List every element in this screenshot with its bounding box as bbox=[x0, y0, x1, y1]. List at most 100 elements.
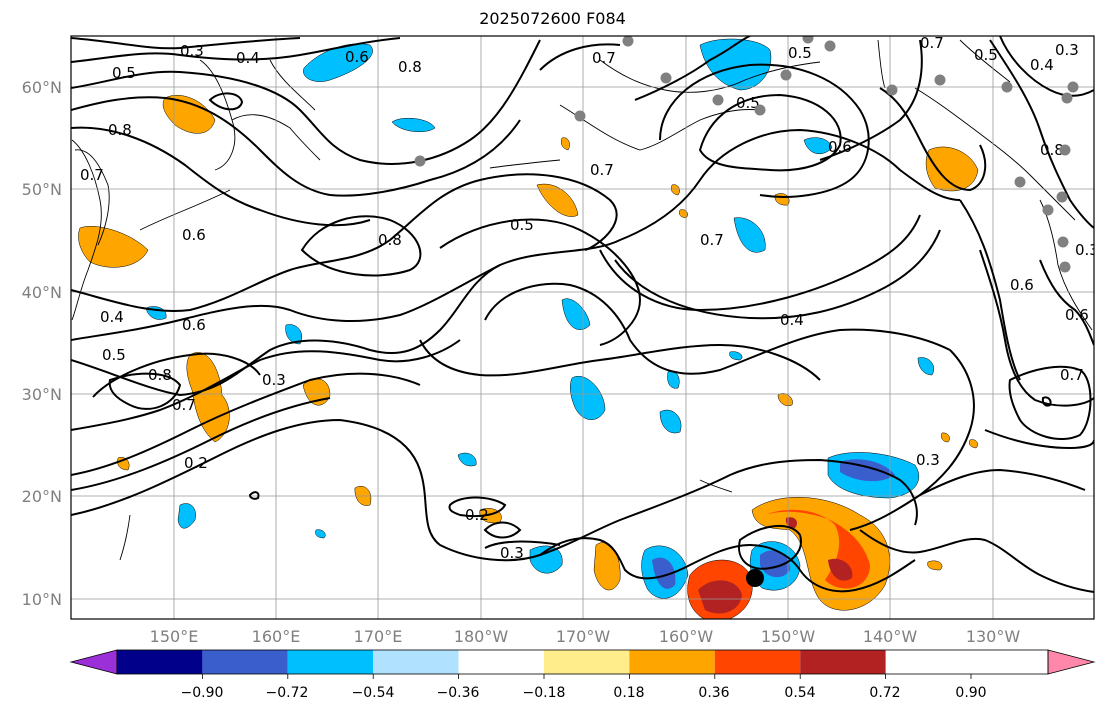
station-marker bbox=[886, 84, 898, 96]
contour-label: 0.4 bbox=[236, 49, 260, 67]
station-marker bbox=[1042, 204, 1054, 216]
contour-label: 0.2 bbox=[184, 454, 208, 472]
contour-label: 0.8 bbox=[1040, 141, 1064, 159]
lon-tick-label: 140°W bbox=[863, 627, 918, 646]
colorbar-extend-low bbox=[69, 649, 118, 675]
lon-tick-label: 130°W bbox=[966, 627, 1021, 646]
contour-lines bbox=[71, 36, 1094, 593]
lat-tick-label: 30°N bbox=[22, 385, 62, 404]
station-marker bbox=[1001, 81, 1013, 93]
colorbar-segment bbox=[202, 650, 288, 674]
lon-tick-label: 150°W bbox=[761, 627, 816, 646]
station-marker bbox=[780, 69, 792, 81]
contour-label: 0.8 bbox=[378, 231, 402, 249]
lon-axis: 150°E 160°E 170°E 180°W 170°W 160°W 150°… bbox=[150, 627, 1021, 646]
station-marker bbox=[660, 72, 672, 84]
station-marker bbox=[574, 110, 586, 122]
colorbar-tick-label: −0.18 bbox=[523, 685, 566, 701]
station-marker bbox=[1057, 236, 1069, 248]
colorbar-tick-label: −0.36 bbox=[437, 685, 480, 701]
lon-tick-label: 150°E bbox=[150, 627, 199, 646]
contour-label: 0.3 bbox=[1055, 41, 1079, 59]
contour-label: 0.6 bbox=[345, 48, 369, 66]
contour-label: 0.5 bbox=[736, 94, 760, 112]
contour-label: 0.6 bbox=[182, 316, 206, 334]
contour-label: 0.4 bbox=[1030, 56, 1054, 74]
colorbar-tick-label: −0.90 bbox=[181, 685, 224, 701]
lat-tick-label: 20°N bbox=[22, 487, 62, 506]
contour-label: 0.7 bbox=[172, 396, 196, 414]
map-title: 2025072600 F084 bbox=[479, 9, 626, 28]
contour-label: 0.3 bbox=[262, 371, 286, 389]
contour-label: 0.7 bbox=[80, 166, 104, 184]
colorbar-segment bbox=[629, 650, 715, 674]
lon-tick-label: 160°E bbox=[252, 627, 301, 646]
contour-labels: 0.3 0.4 0.5 0.6 0.8 0.7 0.8 0.6 0.5 0.8 … bbox=[80, 34, 1099, 562]
colorbar-segment bbox=[117, 650, 203, 674]
lon-tick-label: 180°W bbox=[454, 627, 509, 646]
colorbar-segment bbox=[287, 650, 374, 674]
contour-label: 0.7 bbox=[1060, 366, 1084, 384]
contour-label: 0.3 bbox=[180, 42, 204, 60]
contour-label: 0.3 bbox=[500, 544, 524, 562]
contour-label: 0.2 bbox=[465, 506, 489, 524]
lon-tick-label: 170°W bbox=[556, 627, 611, 646]
station-marker bbox=[622, 36, 634, 47]
contour-label: 0.5 bbox=[788, 44, 812, 62]
lon-tick-label: 170°E bbox=[354, 627, 403, 646]
contour-label: 0.7 bbox=[592, 49, 616, 67]
lat-axis: 60°N 50°N 40°N 30°N 20°N 10°N bbox=[22, 78, 62, 609]
colorbar-tick-label: 0.54 bbox=[784, 685, 815, 701]
contour-label: 0.6 bbox=[828, 138, 852, 156]
contour-label: 0.5 bbox=[102, 346, 126, 364]
colorbar-tick-label: 0.36 bbox=[698, 685, 729, 701]
contour-label: 0.5 bbox=[974, 46, 998, 64]
contour-label: 0.6 bbox=[1065, 306, 1089, 324]
colorbar-ticks bbox=[201, 674, 972, 679]
contour-label: 0.7 bbox=[700, 231, 724, 249]
station-marker bbox=[934, 74, 946, 86]
coastlines bbox=[71, 39, 1093, 561]
colorbar-tick-label: 0.90 bbox=[955, 685, 986, 701]
contour-label: 0.5 bbox=[510, 216, 534, 234]
station-marker bbox=[414, 155, 426, 167]
station-markers bbox=[414, 36, 1079, 587]
station-marker bbox=[1014, 176, 1026, 188]
colorbar: −0.90 −0.72 −0.54 −0.36 −0.18 0.18 0.36 … bbox=[69, 649, 1096, 701]
colorbar-segment bbox=[544, 650, 630, 674]
colorbar-segment bbox=[458, 650, 544, 674]
contour-label: 0.3 bbox=[916, 451, 940, 469]
contour-label: 0.8 bbox=[108, 121, 132, 139]
storm-center-marker bbox=[746, 569, 764, 587]
station-marker bbox=[754, 104, 766, 116]
colorbar-tick-label: −0.54 bbox=[352, 685, 395, 701]
station-marker bbox=[1059, 144, 1071, 156]
colorbar-segment bbox=[714, 650, 801, 674]
station-marker bbox=[802, 36, 814, 44]
station-marker bbox=[1061, 92, 1073, 104]
colorbar-frame bbox=[116, 649, 1049, 675]
station-marker bbox=[1067, 81, 1079, 93]
colorbar-tick-label: −0.72 bbox=[266, 685, 309, 701]
map-panel: 0.3 0.4 0.5 0.6 0.8 0.7 0.8 0.6 0.5 0.8 … bbox=[71, 34, 1099, 619]
lat-tick-label: 50°N bbox=[22, 180, 62, 199]
colorbar-segment bbox=[800, 650, 886, 674]
lat-tick-label: 40°N bbox=[22, 283, 62, 302]
contour-label: 0.5 bbox=[112, 64, 136, 82]
contour-label: 0.4 bbox=[100, 308, 124, 326]
contour-label: 0.6 bbox=[1010, 276, 1034, 294]
graticule bbox=[71, 36, 1094, 619]
lat-tick-label: 60°N bbox=[22, 78, 62, 97]
lat-tick-label: 10°N bbox=[22, 590, 62, 609]
station-marker bbox=[824, 40, 836, 52]
contour-label: 0.7 bbox=[920, 34, 944, 52]
contour-label: 0.3 bbox=[1075, 241, 1099, 259]
contour-label: 0.8 bbox=[398, 58, 422, 76]
contour-label: 0.7 bbox=[590, 161, 614, 179]
station-marker bbox=[1056, 191, 1068, 203]
colorbar-extend-high bbox=[1047, 649, 1096, 675]
contour-label: 0.4 bbox=[780, 311, 804, 329]
map-frame bbox=[70, 35, 1095, 620]
station-marker bbox=[712, 94, 724, 106]
